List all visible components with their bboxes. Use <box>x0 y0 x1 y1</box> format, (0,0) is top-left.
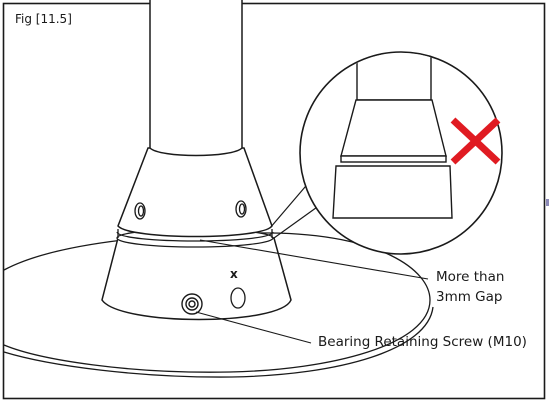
gap-callout-line1: More than <box>436 269 505 285</box>
screw-callout: Bearing Retaining Screw (M10) <box>318 334 527 350</box>
figure-label: Fig [11.5] <box>15 12 72 26</box>
retaining-screw <box>181 293 203 315</box>
leader-lines <box>195 239 429 344</box>
upper-cone <box>117 147 273 238</box>
cone-holes <box>134 200 247 220</box>
hole-mark: x <box>230 267 238 281</box>
red-cross-icon <box>450 117 501 165</box>
side-tab <box>546 199 549 206</box>
open-hole <box>230 287 246 309</box>
zoom-connector-lines <box>269 179 321 239</box>
bearing-housing <box>101 237 292 321</box>
zoom-detail-circle <box>299 51 503 255</box>
post-tube <box>149 0 243 157</box>
figure-frame <box>2 2 546 400</box>
gap-callout-line2: 3mm Gap <box>436 289 503 305</box>
